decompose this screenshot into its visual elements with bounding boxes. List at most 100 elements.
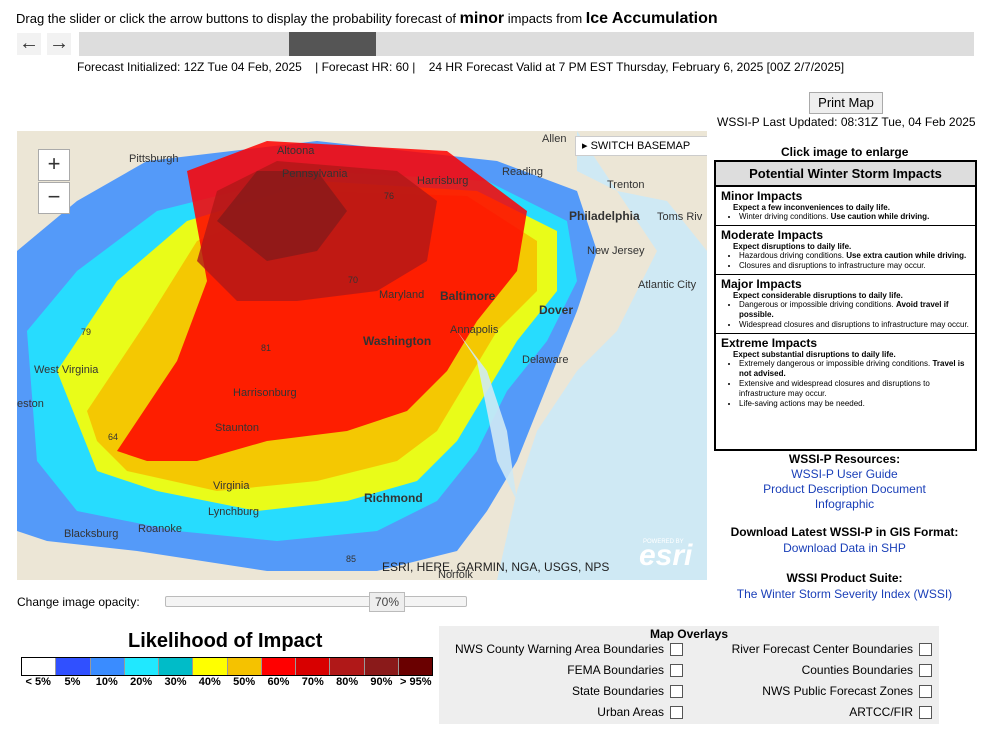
place-roanoke: Roanoke: [138, 523, 183, 535]
moderate-title: Moderate Impacts: [721, 228, 824, 242]
overlay-fema[interactable]: FEMA Boundaries: [567, 663, 683, 678]
place-toms-river: Toms Riv: [657, 211, 703, 223]
esri-powered-by: POWERED BY: [643, 539, 684, 545]
legend-label: 10%: [95, 676, 118, 688]
overlay-artcc[interactable]: ARTCC/FIR: [849, 705, 932, 720]
place-trenton: Trenton: [607, 179, 645, 191]
legend-label: 50%: [233, 676, 256, 688]
overlay-counties[interactable]: Counties Boundaries: [802, 663, 932, 678]
place-harrisonburg: Harrisonburg: [233, 387, 297, 399]
legend-swatch: [158, 658, 193, 675]
place-norfolk: Norfolk: [438, 569, 473, 580]
forecast-valid: 24 HR Forecast Valid at 7 PM EST Thursda…: [428, 60, 845, 74]
legend-label: 5%: [64, 676, 81, 688]
forecast-hour: | Forecast HR: 60 |: [315, 60, 416, 74]
overlay-cwa[interactable]: NWS County Warning Area Boundaries: [455, 642, 683, 657]
place-pennsylvania: Pennsylvania: [282, 168, 348, 180]
counties-checkbox[interactable]: [919, 664, 932, 678]
map-overlays-panel: Map Overlays NWS County Warning Area Bou…: [439, 626, 939, 724]
cwa-checkbox[interactable]: [670, 643, 683, 657]
impact-level: minor: [459, 10, 505, 27]
map-attribution: ESRI, HERE, GARMIN, NGA, USGS, NPS: [382, 560, 610, 574]
place-harrisburg: Harrisburg: [417, 175, 469, 187]
place-philadelphia: Philadelphia: [569, 209, 640, 223]
click-enlarge-label: Click image to enlarge: [781, 145, 909, 159]
major-title: Major Impacts: [721, 277, 802, 291]
zoom-in-button[interactable]: +: [38, 149, 70, 181]
winter-storm-impacts-legend: Potential Winter Storm Impacts Minor Imp…: [714, 160, 977, 451]
artcc-checkbox[interactable]: [919, 706, 932, 720]
esri-logo: esri: [639, 539, 693, 572]
place-delaware: Delaware: [522, 354, 569, 366]
extreme-bullet-2: Extensive and widespread closures and di…: [739, 379, 970, 399]
prev-arrow-button[interactable]: ←: [17, 32, 41, 55]
state-checkbox[interactable]: [670, 685, 683, 699]
overlays-title: Map Overlays: [649, 627, 729, 641]
overlay-urban[interactable]: Urban Areas: [597, 705, 683, 720]
switch-basemap-label: SWITCH BASEMAP: [590, 140, 691, 152]
urban-checkbox[interactable]: [670, 706, 683, 720]
legend-label: 20%: [130, 676, 153, 688]
major-sub: Expect considerable disruptions to daily…: [733, 291, 903, 300]
print-map-button[interactable]: Print Map: [809, 92, 883, 114]
legend-label: < 5%: [25, 676, 51, 688]
legend-swatch: [295, 658, 330, 675]
place-charleston: eston: [17, 398, 44, 410]
legend-swatch: [397, 658, 432, 675]
place-pittsburgh: Pittsburgh: [129, 153, 179, 165]
moderate-sub: Expect disruptions to daily life.: [733, 242, 852, 251]
place-virginia: Virginia: [213, 480, 250, 492]
fema-checkbox[interactable]: [670, 664, 683, 678]
place-allentown: Allen: [542, 133, 567, 145]
place-baltimore: Baltimore: [440, 289, 496, 303]
legend-swatch: [329, 658, 364, 675]
rfc-checkbox[interactable]: [919, 643, 932, 657]
gis-title: Download Latest WSSI-P in GIS Format:: [730, 525, 959, 539]
map-graphic: [17, 131, 707, 580]
legend-label: 80%: [336, 676, 359, 688]
forecast-hour-slider[interactable]: [79, 32, 974, 56]
product-description-link[interactable]: Product Description Document: [763, 482, 926, 496]
instructions-middle: impacts from: [507, 11, 583, 26]
download-shp-link[interactable]: Download Data in SHP: [783, 541, 906, 555]
next-arrow-button[interactable]: →: [47, 32, 71, 55]
overlay-state[interactable]: State Boundaries: [572, 684, 683, 699]
place-blacksburg: Blacksburg: [64, 528, 119, 540]
major-bullet-2: Widespread closures and disruptions to i…: [739, 320, 970, 330]
opacity-slider-thumb[interactable]: 70%: [369, 592, 405, 612]
slider-thumb[interactable]: [289, 32, 376, 56]
opacity-label: Change image opacity:: [17, 595, 140, 609]
opacity-slider[interactable]: [165, 596, 467, 607]
place-annapolis: Annapolis: [450, 324, 499, 336]
infographic-link[interactable]: Infographic: [814, 497, 875, 511]
impacts-title: Potential Winter Storm Impacts: [716, 162, 975, 187]
zoom-out-button[interactable]: −: [38, 182, 70, 214]
interstate-81-label: 81: [261, 343, 272, 353]
instructions-prefix: Drag the slider or click the arrow butto…: [16, 11, 457, 26]
forecast-info: Forecast Initialized: 12Z Tue 04 Feb, 20…: [77, 60, 844, 74]
interstate-79-label: 79: [81, 327, 92, 337]
instructions-text: Drag the slider or click the arrow butto…: [16, 10, 718, 28]
extreme-bullet-3: Life-saving actions may be needed.: [739, 399, 970, 409]
place-reading: Reading: [502, 166, 543, 178]
legend-swatch: [89, 658, 124, 675]
overlay-rfc[interactable]: River Forecast Center Boundaries: [732, 642, 932, 657]
legend-swatch: [260, 658, 295, 675]
switch-basemap-button[interactable]: ▸ SWITCH BASEMAP: [575, 136, 707, 156]
interstate-85-label: 85: [346, 554, 357, 564]
legend-swatch: [22, 658, 56, 675]
last-updated: WSSI-P Last Updated: 08:31Z Tue, 04 Feb …: [717, 115, 976, 129]
moderate-bullet-2: Closures and disruptions to infrastructu…: [739, 261, 970, 271]
forecast-map[interactable]: + − ▸ SWITCH BASEMAP Pittsburgh Altoona …: [17, 131, 707, 580]
overlay-zones[interactable]: NWS Public Forecast Zones: [762, 684, 932, 699]
legend-swatch: [123, 658, 158, 675]
user-guide-link[interactable]: WSSI-P User Guide: [791, 467, 898, 481]
extreme-sub: Expect substantial disruptions to daily …: [733, 350, 896, 359]
place-atlantic-city: Atlantic City: [638, 279, 697, 291]
legend-swatch: [55, 658, 90, 675]
extreme-title: Extreme Impacts: [721, 336, 818, 350]
wssi-link[interactable]: The Winter Storm Severity Index (WSSI): [736, 587, 953, 601]
place-washington: Washington: [363, 334, 432, 348]
moderate-impacts: Moderate Impacts Expect disruptions to d…: [716, 226, 975, 275]
zones-checkbox[interactable]: [919, 685, 932, 699]
